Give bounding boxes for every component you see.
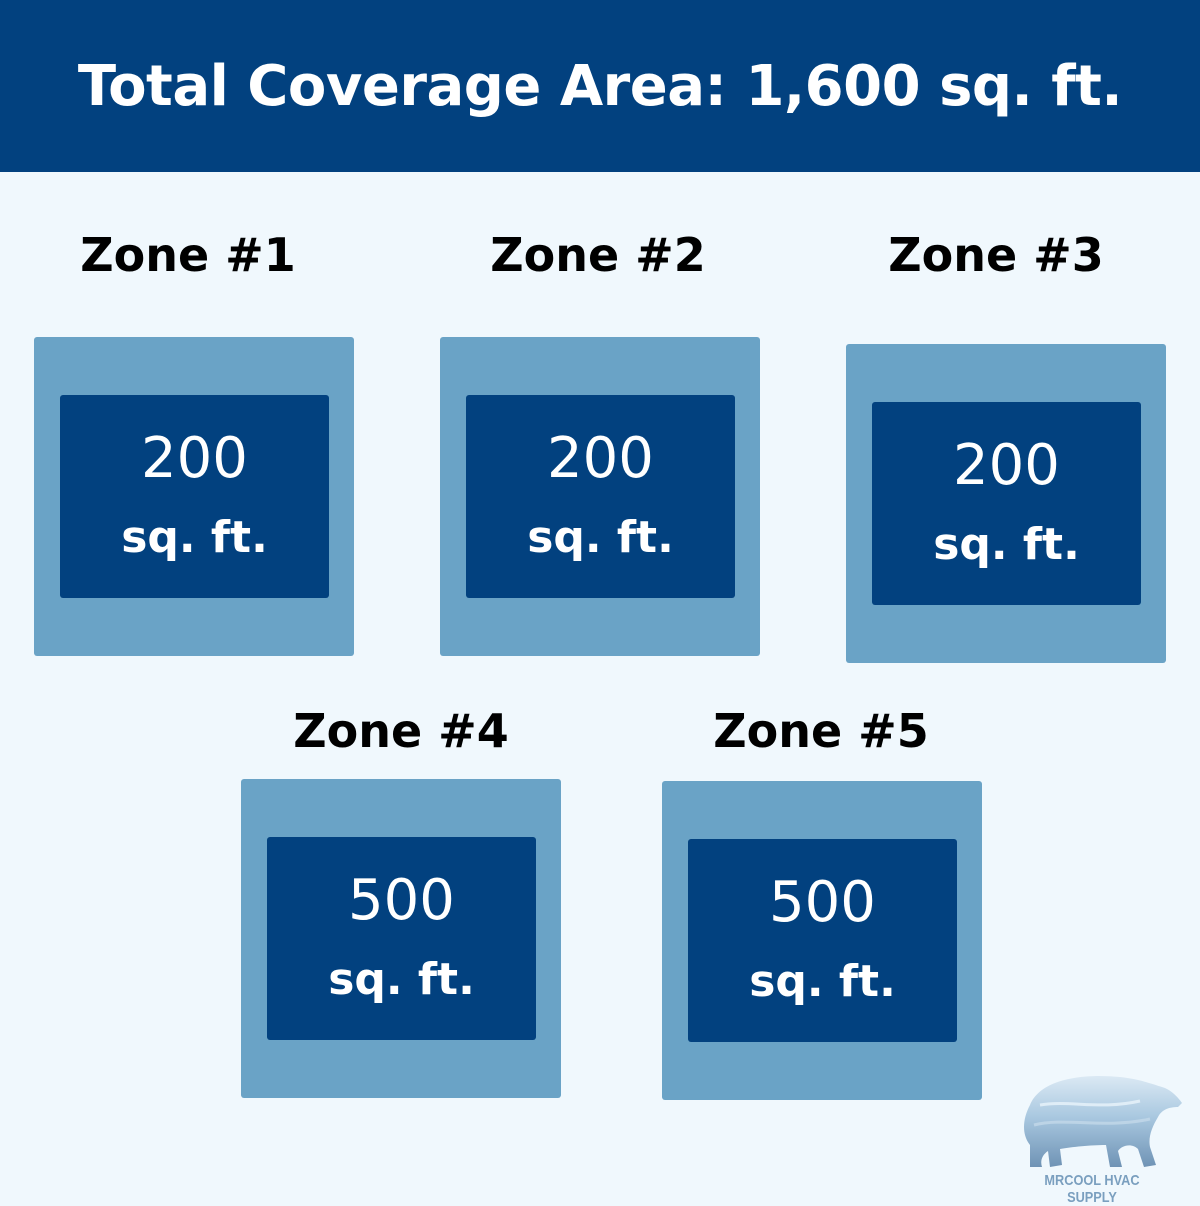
- zone-3-label: Zone #3: [888, 228, 1104, 282]
- zone-area-value: 500: [348, 868, 455, 933]
- header-banner: Total Coverage Area: 1,600 sq. ft.: [0, 0, 1200, 172]
- zone-2-label: Zone #2: [490, 228, 706, 282]
- zone-area-unit: sq. ft.: [328, 954, 475, 1005]
- zone-2-box: 200 sq. ft.: [440, 337, 760, 656]
- zone-4-label: Zone #4: [293, 704, 509, 758]
- zone-1-label: Zone #1: [80, 228, 296, 282]
- zone-5-area: 500 sq. ft.: [688, 839, 957, 1042]
- zone-3-box: 200 sq. ft.: [846, 344, 1166, 663]
- polar-bear-icon: [1024, 1075, 1182, 1167]
- zone-1-area: 200 sq. ft.: [60, 395, 329, 598]
- zone-area-value: 200: [141, 426, 248, 491]
- zone-area-unit: sq. ft.: [527, 512, 674, 563]
- zone-area-value: 500: [769, 870, 876, 935]
- zone-area-unit: sq. ft.: [749, 956, 896, 1007]
- zone-4-area: 500 sq. ft.: [267, 837, 536, 1040]
- zone-1-box: 200 sq. ft.: [34, 337, 354, 656]
- zone-area-unit: sq. ft.: [933, 519, 1080, 570]
- page-title: Total Coverage Area: 1,600 sq. ft.: [77, 53, 1123, 119]
- zone-5-label: Zone #5: [713, 704, 929, 758]
- zone-area-unit: sq. ft.: [121, 512, 268, 563]
- zone-area-value: 200: [547, 426, 654, 491]
- logo-text: MRCOOL HVAC SUPPLY: [1044, 1172, 1140, 1206]
- zone-3-area: 200 sq. ft.: [872, 402, 1141, 605]
- zone-area-value: 200: [953, 433, 1060, 498]
- zone-2-area: 200 sq. ft.: [466, 395, 735, 598]
- zone-4-box: 500 sq. ft.: [241, 779, 561, 1098]
- zone-5-box: 500 sq. ft.: [662, 781, 982, 1100]
